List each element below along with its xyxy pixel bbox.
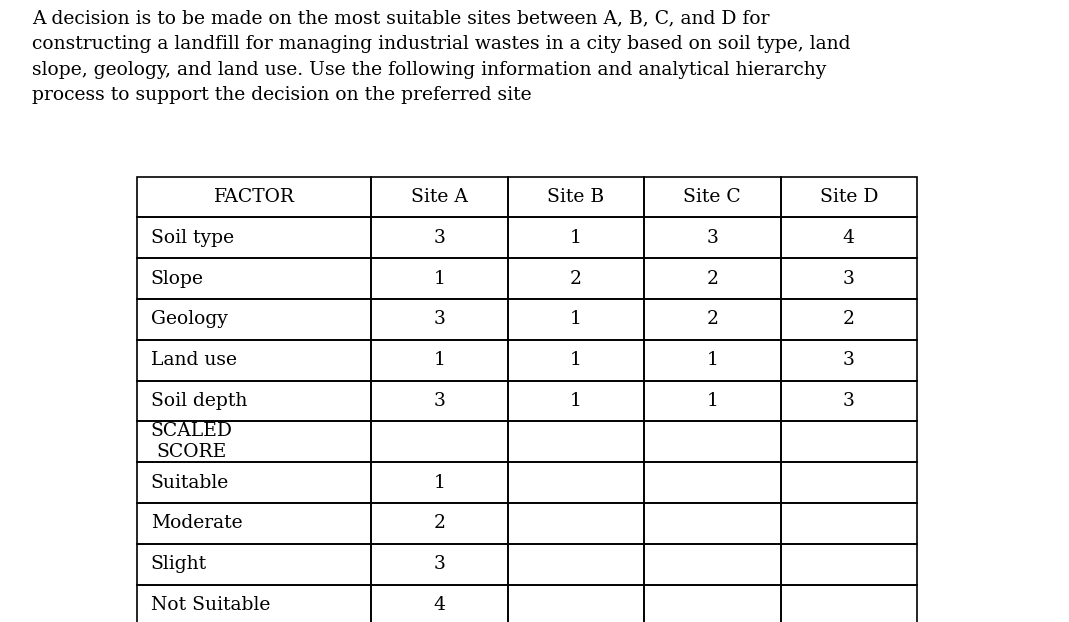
Bar xyxy=(137,299,371,340)
Bar xyxy=(137,585,371,622)
Text: 1: 1 xyxy=(570,310,582,328)
Text: 2: 2 xyxy=(433,514,446,532)
Bar xyxy=(780,258,917,299)
Text: Site A: Site A xyxy=(410,188,468,206)
Bar xyxy=(508,177,644,218)
Text: 4: 4 xyxy=(433,596,446,614)
Text: 2: 2 xyxy=(842,310,855,328)
Bar xyxy=(780,218,917,258)
Text: A decision is to be made on the most suitable sites between A, B, C, and D for
c: A decision is to be made on the most sui… xyxy=(32,9,850,104)
Bar xyxy=(780,299,917,340)
Bar xyxy=(371,381,508,422)
Text: Site B: Site B xyxy=(547,188,604,206)
Bar xyxy=(780,585,917,622)
Text: 1: 1 xyxy=(570,392,582,410)
Bar xyxy=(137,258,371,299)
Bar xyxy=(371,340,508,381)
Bar xyxy=(644,462,780,503)
Bar xyxy=(137,218,371,258)
Bar xyxy=(780,340,917,381)
Text: 3: 3 xyxy=(842,351,855,369)
Bar xyxy=(137,503,371,544)
Bar xyxy=(371,503,508,544)
Bar xyxy=(371,299,508,340)
Bar xyxy=(780,381,917,422)
Text: 3: 3 xyxy=(433,229,446,247)
Bar xyxy=(137,381,371,422)
Text: 3: 3 xyxy=(707,229,718,247)
Bar xyxy=(508,340,644,381)
Text: 1: 1 xyxy=(433,270,446,287)
Bar xyxy=(780,422,917,462)
Text: 3: 3 xyxy=(842,392,855,410)
Text: SCALED
SCORE: SCALED SCORE xyxy=(151,422,233,462)
Bar xyxy=(508,218,644,258)
Bar xyxy=(508,544,644,585)
Bar xyxy=(780,462,917,503)
Text: 3: 3 xyxy=(433,392,446,410)
Text: Geology: Geology xyxy=(151,310,228,328)
Bar xyxy=(644,585,780,622)
Bar xyxy=(780,177,917,218)
Bar xyxy=(371,422,508,462)
Bar xyxy=(644,299,780,340)
Bar xyxy=(644,218,780,258)
Text: Slight: Slight xyxy=(151,555,207,573)
Bar xyxy=(371,177,508,218)
Text: 4: 4 xyxy=(842,229,855,247)
Bar xyxy=(780,544,917,585)
Bar xyxy=(780,503,917,544)
Bar xyxy=(508,381,644,422)
Text: 2: 2 xyxy=(570,270,582,287)
Bar xyxy=(137,544,371,585)
Text: Soil type: Soil type xyxy=(151,229,234,247)
Text: Land use: Land use xyxy=(151,351,236,369)
Text: 1: 1 xyxy=(707,351,718,369)
Text: 3: 3 xyxy=(433,310,446,328)
Text: 1: 1 xyxy=(433,351,446,369)
Bar xyxy=(644,544,780,585)
Text: Moderate: Moderate xyxy=(151,514,243,532)
Text: 1: 1 xyxy=(570,351,582,369)
Text: 1: 1 xyxy=(707,392,718,410)
Text: Site D: Site D xyxy=(820,188,878,206)
Bar xyxy=(137,340,371,381)
Text: Suitable: Suitable xyxy=(151,474,229,491)
Text: 2: 2 xyxy=(707,310,718,328)
Bar xyxy=(644,503,780,544)
Text: Site C: Site C xyxy=(683,188,741,206)
Text: Slope: Slope xyxy=(151,270,204,287)
Bar xyxy=(508,422,644,462)
Bar xyxy=(644,340,780,381)
Bar xyxy=(508,299,644,340)
Bar xyxy=(508,585,644,622)
Text: 1: 1 xyxy=(570,229,582,247)
Bar xyxy=(644,177,780,218)
Bar xyxy=(371,544,508,585)
Text: 3: 3 xyxy=(842,270,855,287)
Bar xyxy=(371,585,508,622)
Bar xyxy=(644,422,780,462)
Bar xyxy=(371,462,508,503)
Text: 1: 1 xyxy=(433,474,446,491)
Bar xyxy=(137,177,371,218)
Text: Not Suitable: Not Suitable xyxy=(151,596,270,614)
Bar xyxy=(508,503,644,544)
Bar xyxy=(137,422,371,462)
Bar xyxy=(508,462,644,503)
Text: FACTOR: FACTOR xyxy=(214,188,295,206)
Bar xyxy=(137,462,371,503)
Bar xyxy=(508,258,644,299)
Text: 2: 2 xyxy=(707,270,718,287)
Text: 3: 3 xyxy=(433,555,446,573)
Bar xyxy=(371,218,508,258)
Text: Soil depth: Soil depth xyxy=(151,392,247,410)
Bar xyxy=(371,258,508,299)
Bar xyxy=(644,381,780,422)
Bar xyxy=(644,258,780,299)
